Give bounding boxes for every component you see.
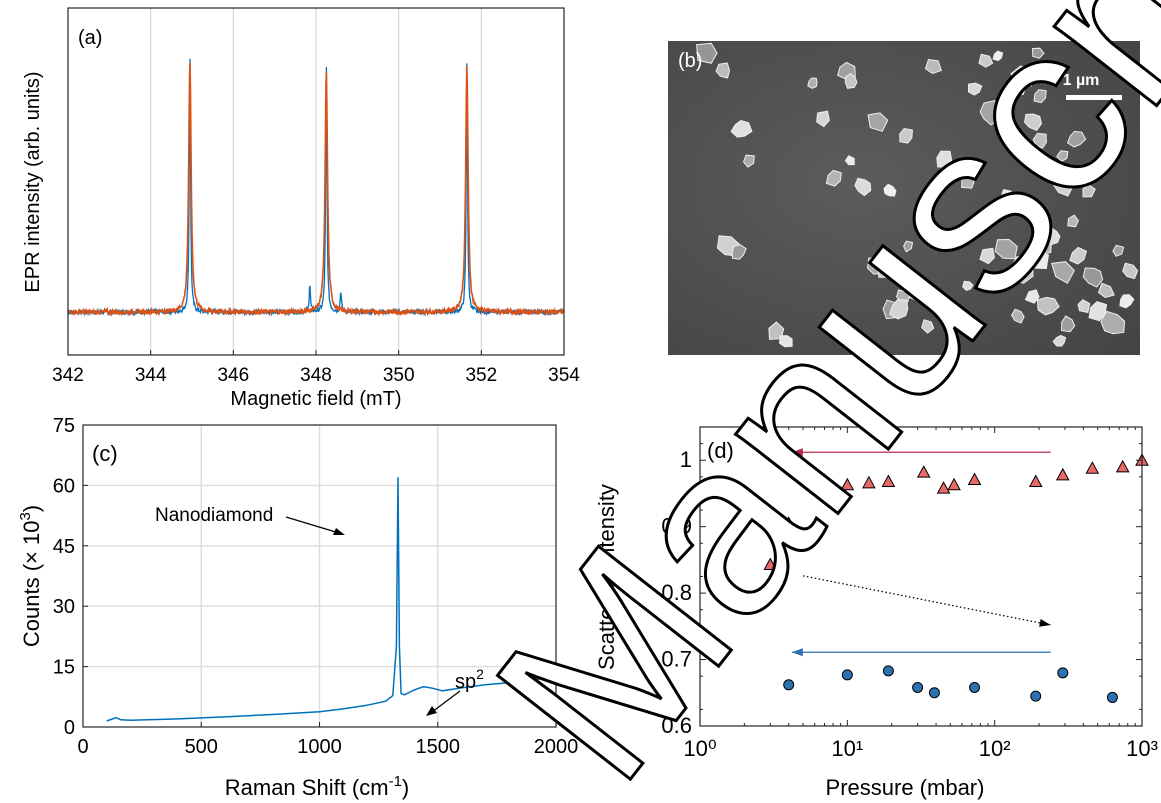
sem-particle (1061, 315, 1076, 333)
sem-particle (1097, 282, 1115, 299)
sem-particle (947, 304, 959, 318)
sem-particle (921, 319, 935, 334)
sem-particle (1112, 244, 1125, 257)
sem-particle (955, 162, 968, 176)
sem-particle (715, 62, 731, 79)
sem-particle (1046, 227, 1061, 246)
sem-particle (1020, 202, 1038, 219)
sem-particle (889, 299, 909, 320)
sem-particle (1024, 289, 1040, 304)
panel-a-xtick-label: 352 (465, 365, 497, 386)
sem-particle (962, 280, 974, 291)
sem-particle (905, 273, 920, 285)
sem-particle (854, 177, 872, 197)
sem-particle (1028, 250, 1050, 270)
sem-particle (730, 119, 753, 138)
sem-particle (883, 183, 897, 197)
sem-particle (978, 53, 994, 68)
sem-particle (844, 72, 858, 89)
sem-particle (844, 155, 855, 166)
sem-particle (1069, 246, 1088, 265)
sem-particle (1082, 183, 1096, 198)
sem-particle (903, 240, 914, 253)
sem-particle (899, 128, 913, 144)
panel-a-xtick-label: 354 (548, 365, 580, 386)
panel-a-xlabel: Magnetic field (mT) (230, 388, 401, 410)
sem-particle (1056, 150, 1069, 162)
panel-b-label: (b) (678, 50, 702, 72)
panel-a-label: (a) (78, 27, 102, 49)
sem-particle (920, 194, 936, 207)
panel-a-xtick-label: 346 (217, 365, 249, 386)
sem-particle (992, 50, 1004, 62)
sem-particle (1051, 261, 1075, 284)
sem-particle (1067, 214, 1079, 228)
sem-particle (1066, 130, 1087, 148)
sem-particle (816, 110, 830, 128)
sem-particle (1033, 237, 1052, 255)
sem-particle (961, 174, 976, 189)
panel-a-xtick-label: 342 (52, 365, 84, 386)
sem-particle (979, 100, 1000, 126)
sem-particle (1033, 89, 1047, 104)
sem-particle (936, 150, 953, 168)
sem-particle (1053, 175, 1074, 197)
sem-particle (1077, 299, 1091, 314)
sem-particle (825, 169, 842, 187)
sem-particle (867, 112, 889, 132)
sem-particle (1031, 47, 1045, 59)
sem-particle (924, 58, 942, 75)
sem-particle (779, 335, 793, 348)
sem-particle (907, 287, 920, 301)
panel-b-scale-label: 1 µm (1063, 72, 1100, 89)
sem-particle (1052, 334, 1067, 347)
sem-particle (1011, 308, 1025, 324)
sem-particle (979, 247, 995, 265)
panel-a-ylabel: EPR intensity (arb. units) (22, 71, 44, 292)
panel-a-series-2 (67, 62, 565, 317)
sem-particle (1010, 254, 1034, 284)
panel-a-xtick-label: 350 (383, 365, 415, 386)
sem-particle (1036, 296, 1060, 316)
panel-a-xtick-label: 344 (135, 365, 167, 386)
panel-a-xtick-label: 348 (300, 365, 332, 386)
sem-particle (1045, 62, 1061, 76)
panel-b-scale-bar (1066, 95, 1122, 100)
sem-particle (696, 42, 718, 64)
sem-particle (1100, 310, 1126, 335)
sem-particle (731, 244, 747, 260)
sem-particle (877, 264, 891, 278)
sem-particle (1010, 65, 1034, 87)
sem-particle (1032, 132, 1047, 149)
sem-particle (1024, 113, 1043, 132)
sem-particle (968, 82, 983, 96)
sem-particle (742, 154, 755, 168)
sem-particle (1119, 294, 1135, 309)
sem-particle (1082, 267, 1104, 288)
sem-particle (1000, 189, 1016, 203)
sem-particle (994, 238, 1018, 260)
sem-particle (1122, 262, 1139, 280)
sem-particle (807, 77, 818, 89)
sem-particle (896, 289, 911, 303)
panel-b-sem-image: (b) 1 µm (668, 41, 1140, 355)
